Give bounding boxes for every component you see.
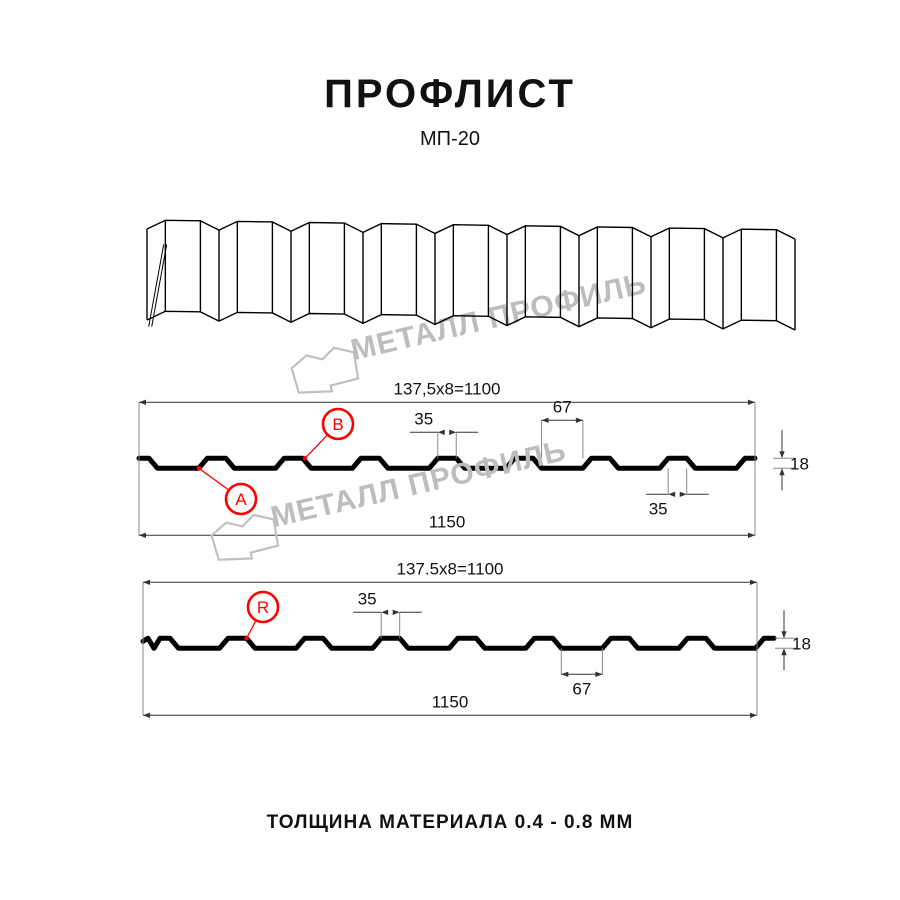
svg-text:1150: 1150 [429, 512, 466, 531]
svg-text:67: 67 [572, 679, 591, 698]
svg-text:137,5x8=1100: 137,5x8=1100 [394, 379, 501, 398]
svg-text:1150: 1150 [432, 692, 469, 711]
svg-text:18: 18 [790, 454, 809, 473]
svg-text:A: A [235, 490, 247, 509]
svg-text:35: 35 [358, 589, 377, 608]
svg-text:R: R [257, 598, 269, 617]
svg-text:137.5x8=1100: 137.5x8=1100 [397, 559, 504, 578]
svg-text:35: 35 [414, 409, 433, 428]
svg-text:18: 18 [792, 634, 811, 653]
svg-text:B: B [332, 415, 343, 434]
svg-text:35: 35 [649, 499, 668, 518]
svg-text:МЕТАЛЛ ПРОФИЛЬ: МЕТАЛЛ ПРОФИЛЬ [348, 267, 650, 367]
svg-text:67: 67 [553, 397, 572, 416]
